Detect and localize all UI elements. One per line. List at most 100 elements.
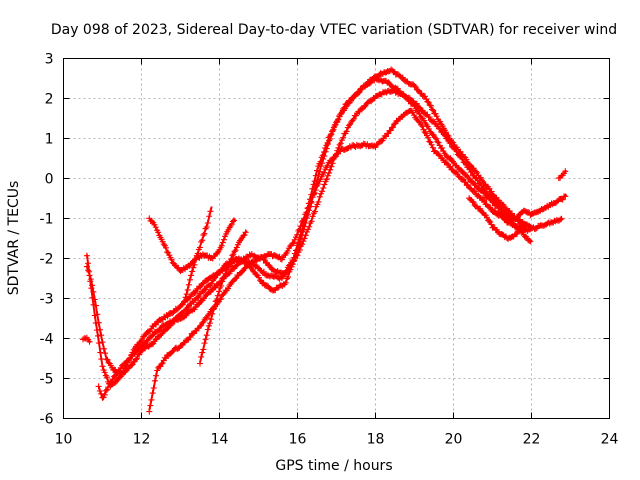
data-point xyxy=(170,309,177,316)
data-point xyxy=(204,326,211,333)
data-point xyxy=(219,278,226,285)
data-point xyxy=(115,368,122,375)
data-point xyxy=(305,204,312,211)
data-point xyxy=(152,336,159,343)
data-point xyxy=(453,148,460,155)
data-point xyxy=(477,179,484,186)
data-point xyxy=(338,109,345,116)
data-point xyxy=(470,199,477,206)
y-axis-label: SDTVAR / TECUs xyxy=(6,181,22,296)
data-point xyxy=(221,273,228,280)
data-point xyxy=(159,360,166,367)
data-point xyxy=(214,292,221,299)
data-point xyxy=(218,242,225,249)
data-point xyxy=(208,280,215,287)
data-point xyxy=(241,265,248,272)
data-point xyxy=(116,374,123,381)
y-tick-label: -5 xyxy=(40,372,54,388)
data-point xyxy=(320,184,327,191)
data-point xyxy=(95,332,102,339)
data-point xyxy=(186,276,193,283)
data-point xyxy=(102,387,109,394)
data-point xyxy=(233,244,240,251)
data-point xyxy=(434,122,441,129)
data-point xyxy=(93,327,100,334)
data-point xyxy=(155,229,162,236)
data-point xyxy=(470,165,477,172)
data-point xyxy=(335,150,342,157)
data-point xyxy=(340,134,347,141)
data-point xyxy=(158,331,165,338)
data-point xyxy=(327,135,334,142)
data-point xyxy=(255,274,262,281)
data-point xyxy=(87,278,94,285)
data-point xyxy=(296,246,303,253)
data-point xyxy=(326,170,333,177)
data-point xyxy=(562,168,569,175)
data-point xyxy=(387,127,394,134)
data-point xyxy=(182,294,189,301)
data-point xyxy=(426,138,433,145)
data-point xyxy=(147,402,154,409)
data-point xyxy=(302,232,309,239)
x-tick-label: 10 xyxy=(55,432,73,448)
data-point xyxy=(532,225,539,232)
data-point xyxy=(181,299,188,306)
data-point xyxy=(126,357,133,364)
data-point xyxy=(192,256,199,263)
data-point xyxy=(195,301,202,308)
series-satellite-track-j xyxy=(489,193,569,226)
data-point xyxy=(328,130,335,137)
data-point xyxy=(517,227,524,234)
data-point xyxy=(103,374,110,381)
data-point xyxy=(104,356,111,363)
data-point xyxy=(230,217,237,224)
data-point xyxy=(100,345,107,352)
data-point xyxy=(477,205,484,212)
data-point xyxy=(158,360,165,367)
data-point xyxy=(96,340,103,347)
data-point xyxy=(168,256,175,263)
data-point xyxy=(361,103,368,110)
data-point xyxy=(101,369,108,376)
data-point xyxy=(189,268,196,275)
data-point xyxy=(437,118,444,125)
data-point xyxy=(102,350,109,357)
data-point xyxy=(390,124,397,131)
data-point xyxy=(97,349,104,356)
data-point xyxy=(321,153,328,160)
data-point xyxy=(205,322,212,329)
data-point xyxy=(347,98,354,105)
data-point xyxy=(200,232,207,239)
y-tick-label: -1 xyxy=(40,212,54,228)
data-point xyxy=(148,325,155,332)
data-point xyxy=(557,216,564,223)
data-point xyxy=(483,214,490,221)
data-point xyxy=(447,163,454,170)
data-point xyxy=(301,215,308,222)
data-point xyxy=(461,159,468,166)
data-point xyxy=(340,105,347,112)
data-point xyxy=(228,221,235,228)
data-point xyxy=(415,118,422,125)
data-point xyxy=(322,148,329,155)
data-point xyxy=(207,320,214,327)
data-point xyxy=(481,198,488,205)
data-point xyxy=(486,217,493,224)
data-point xyxy=(306,223,313,230)
data-point xyxy=(323,176,330,183)
data-point xyxy=(146,408,153,415)
data-point xyxy=(195,294,202,301)
data-point xyxy=(199,237,206,244)
x-axis-label: GPS time / hours xyxy=(275,458,392,474)
data-point xyxy=(242,229,249,236)
y-tick-label: 0 xyxy=(45,172,54,188)
data-point xyxy=(199,319,206,326)
data-point xyxy=(105,384,112,391)
data-point xyxy=(207,208,214,215)
data-point xyxy=(204,219,211,226)
data-points xyxy=(80,66,569,415)
data-point xyxy=(163,244,170,251)
data-point xyxy=(421,129,428,136)
